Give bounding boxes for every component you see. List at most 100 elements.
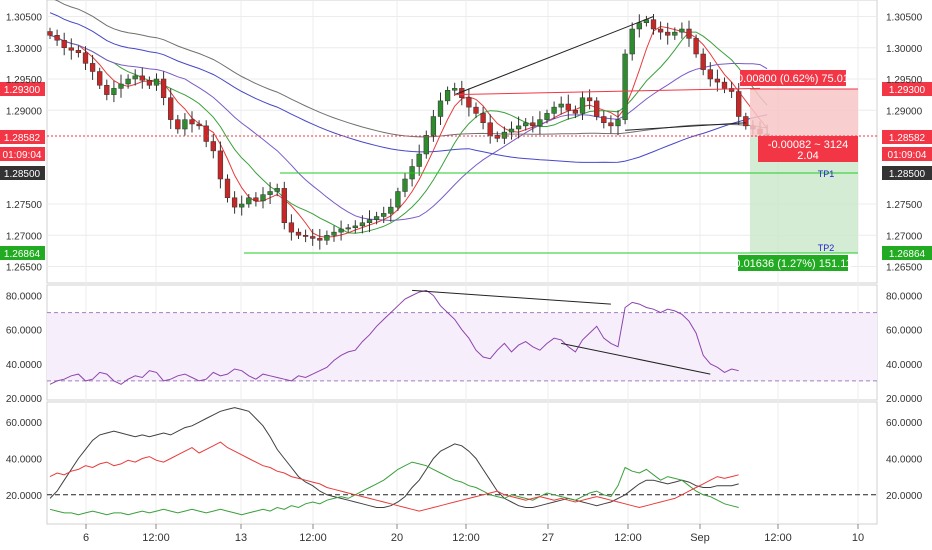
left-tp2-badge-text: 1.26864 — [4, 249, 41, 260]
candle-body — [437, 100, 444, 117]
candle-body — [452, 88, 458, 91]
price-tick-label-left: 1.30000 — [6, 44, 43, 55]
candle-body — [253, 197, 259, 202]
candle — [295, 228, 302, 239]
candle-body — [700, 53, 706, 70]
price-tick-label-left: 1.30500 — [6, 13, 43, 24]
candle — [430, 109, 437, 142]
dmi-adx-line — [49, 407, 739, 508]
candle — [317, 229, 323, 250]
candle — [551, 101, 557, 119]
candle — [515, 116, 522, 139]
candle — [352, 220, 358, 234]
candle-body — [338, 228, 344, 233]
candle-body — [430, 116, 437, 136]
candle — [402, 173, 408, 198]
candle-body — [97, 71, 103, 86]
candle — [381, 206, 387, 224]
candle-body — [203, 125, 209, 142]
rsi-line — [49, 289, 739, 385]
candle-body — [501, 131, 508, 139]
candle — [189, 111, 195, 133]
rsi-tick-label-left: 20.0000 — [6, 394, 43, 405]
left-current-badge-text: 1.28582 — [4, 133, 41, 144]
rsi-divergence-line — [412, 289, 611, 305]
candle — [586, 89, 593, 110]
candle-body — [672, 31, 678, 36]
candle-body — [473, 106, 479, 114]
candle-body — [629, 28, 635, 55]
candle — [686, 20, 692, 47]
price-panel[interactable] — [46, 0, 878, 284]
candle — [665, 22, 671, 45]
candle — [82, 46, 89, 70]
countdown-badge-text: 01:09:04 — [888, 150, 927, 161]
candle-body — [224, 178, 231, 198]
candle-body — [111, 88, 117, 95]
candle — [125, 74, 131, 89]
candle-body — [68, 47, 74, 51]
candle-body — [402, 178, 408, 192]
price-tick-label-left: 1.29500 — [6, 75, 43, 86]
rsi-tick-label-left: 80.0000 — [6, 292, 43, 303]
position-label-box — [758, 136, 858, 162]
candle-body — [622, 53, 628, 120]
candle-body — [423, 135, 429, 155]
candle-body — [146, 80, 153, 86]
candle — [281, 181, 287, 230]
moving-average-line — [49, 12, 768, 163]
candle-body — [544, 113, 550, 120]
left-tp2-badge — [0, 246, 45, 260]
candle — [160, 71, 167, 106]
candle-body — [352, 225, 358, 228]
candle-body — [665, 31, 671, 36]
candle-body — [196, 123, 202, 127]
candle-body — [565, 103, 571, 111]
candle-body — [707, 69, 713, 80]
left-countdown-badge-text: 01:09:04 — [3, 150, 42, 161]
price-tick-label-right: 1.30000 — [886, 44, 923, 55]
candle — [196, 120, 202, 130]
candle — [366, 210, 373, 233]
candle — [721, 77, 728, 94]
price-tick-label-right: 1.27500 — [886, 200, 923, 211]
candle — [217, 141, 224, 189]
x-tick-label: 13 — [235, 532, 247, 544]
candle — [423, 130, 429, 159]
candle-body — [523, 122, 529, 127]
candle — [615, 110, 621, 136]
candle — [104, 79, 110, 101]
position-label-line2: 2.04 — [797, 150, 818, 162]
candle — [146, 76, 153, 89]
price-tick-label-left: 1.27500 — [6, 200, 43, 211]
risk-zone[interactable] — [750, 89, 858, 137]
trendline — [454, 87, 761, 96]
candle — [111, 80, 117, 103]
candle-body — [82, 52, 89, 64]
candle — [466, 88, 472, 117]
candle — [437, 92, 444, 125]
tp1-price-badge — [882, 166, 932, 180]
candle — [594, 97, 600, 121]
candle — [224, 174, 231, 203]
candle-body — [331, 231, 337, 236]
candle-body — [104, 85, 110, 95]
candle-body — [395, 191, 401, 208]
candle — [558, 96, 564, 115]
moving-average-line — [49, 31, 768, 234]
candle — [657, 21, 664, 40]
candle-body — [295, 231, 302, 236]
candle-body — [551, 106, 557, 114]
dmi-tick-label-left: 60.0000 — [6, 418, 43, 429]
trendline — [625, 122, 746, 131]
candle — [61, 32, 67, 56]
tp1-price-badge-text: 1.28500 — [889, 169, 926, 180]
candlestick-layer — [47, 14, 770, 250]
entry-price-badge — [882, 82, 932, 96]
left-entry-badge-text: 1.29300 — [4, 85, 41, 96]
candle — [679, 22, 685, 39]
candle — [444, 86, 451, 105]
x-tick-label: 12:00 — [142, 532, 170, 544]
dmi-panel[interactable] — [46, 401, 878, 525]
tp2-price-badge — [882, 246, 932, 260]
